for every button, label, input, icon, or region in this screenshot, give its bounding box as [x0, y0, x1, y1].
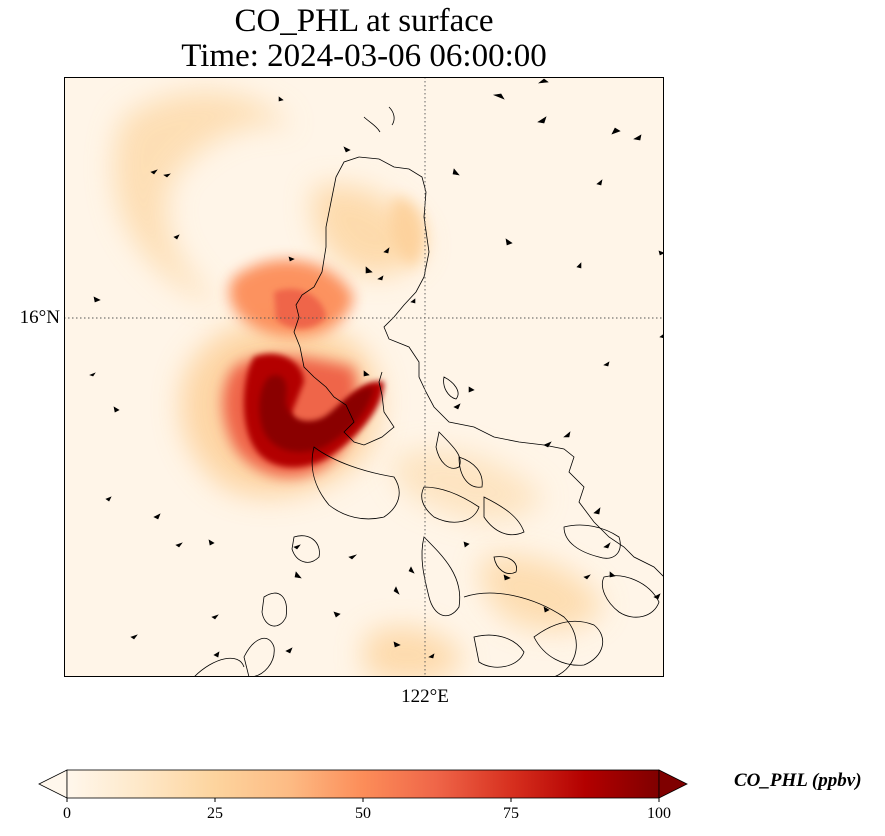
colorbar-extend-min	[38, 769, 68, 799]
colorbar-tick-100: 100	[647, 805, 671, 822]
colorbar	[38, 769, 688, 802]
concentration-field	[113, 91, 604, 677]
map-canvas	[64, 77, 664, 677]
coastlines	[193, 106, 664, 677]
colorbar-gradient	[66, 769, 660, 799]
gridlines	[64, 77, 664, 677]
map-panel	[64, 77, 664, 677]
map-title: CO_PHL at surface Time: 2024-03-06 06:00…	[64, 4, 664, 74]
colorbar-tick-0: 0	[63, 805, 71, 822]
lon-tick-label: 122°E	[401, 686, 449, 707]
colorbar-tick-50: 50	[355, 805, 371, 822]
lat-tick-label: 16°N	[19, 307, 60, 328]
title-line-1: CO_PHL at surface	[234, 3, 494, 39]
colorbar-extend-max	[658, 769, 688, 799]
title-line-2: Time: 2024-03-06 06:00:00	[181, 38, 547, 74]
colorbar-tick-75: 75	[503, 805, 519, 822]
colorbar-tick-25: 25	[207, 805, 223, 822]
map-border	[64, 77, 664, 677]
colorbar-label: CO_PHL (ppbv)	[734, 770, 862, 791]
wind-vectors	[89, 78, 664, 659]
